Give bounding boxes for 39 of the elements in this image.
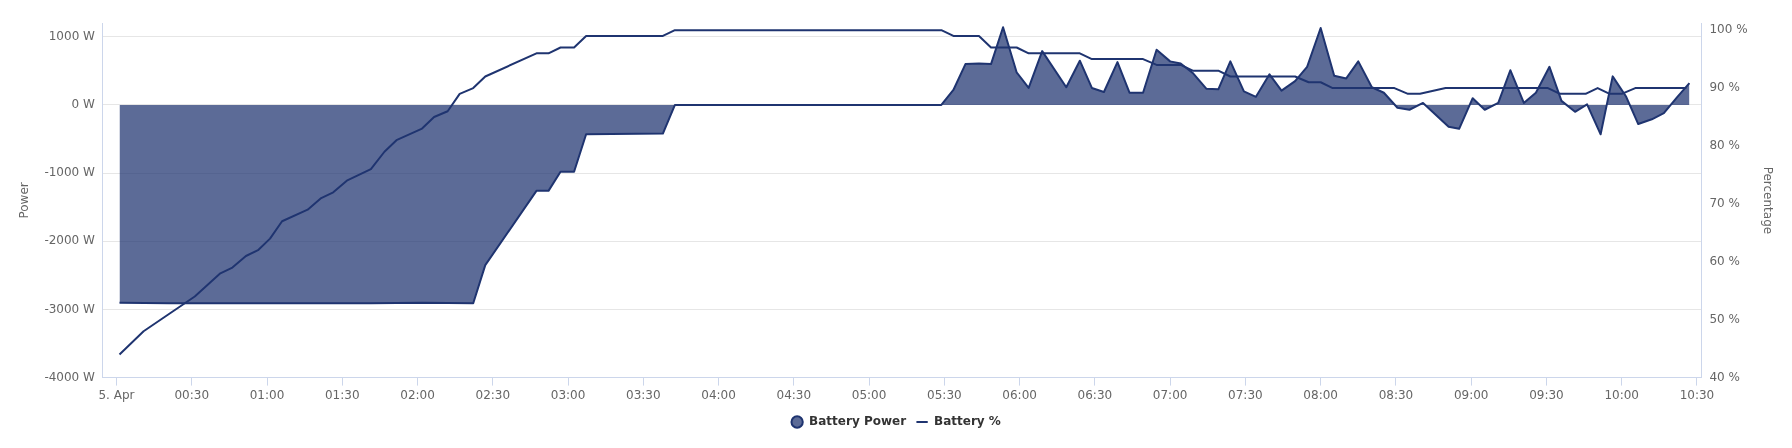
x-tick-label: 04:30 [776,387,812,402]
x-tick-label: 05:30 [927,387,962,402]
y2-tick-label: 90 % [1709,80,1740,95]
y-tick-label: -4000 W [44,369,96,384]
x-tick-label: 03:30 [626,387,661,402]
y2-tick-label: 70 % [1709,196,1740,210]
x-tick-label: 05:00 [851,387,887,402]
x-tick-label: 01:30 [324,387,360,402]
x-tick-label: 5. Apr [98,387,135,402]
y-tick-label: 0 W [71,97,96,112]
x-tick-label: 10:30 [1679,387,1715,402]
x-tick-label: 00:30 [174,387,210,402]
x-tick-label: 02:00 [400,387,435,402]
x-tick-label: 10:00 [1604,387,1639,402]
x-tick-label: 06:00 [1002,387,1037,402]
y2-tick-label: 60 % [1709,253,1740,268]
y-axis-title: Power [17,182,32,219]
y2-tick-label: 40 % [1709,369,1740,384]
y2-axis-title: Percentage [1760,166,1775,235]
legend-label: Battery % [934,414,1001,429]
x-tick-label: 09:30 [1529,387,1564,402]
y2-tick-label: 50 % [1709,311,1740,326]
x-tick-label: 04:00 [701,387,736,402]
y2-tick-label: 80 % [1709,138,1740,153]
x-tick-label: 06:30 [1077,387,1113,402]
x-tick-label: 08:00 [1303,387,1338,402]
x-tick-label: 07:30 [1228,387,1263,402]
y2-tick-label: 100 % [1709,22,1748,37]
x-tick-label: 01:00 [249,387,285,402]
x-tick-label: 03:00 [550,387,586,402]
y-tick-label: 1000 W [48,28,96,43]
x-tick-label: 09:00 [1453,387,1489,402]
x-tick-label: 02:30 [475,387,511,402]
y-tick-label: -2000 W [44,233,96,248]
x-tick-label: 08:30 [1378,387,1414,402]
x-tick-label: 07:00 [1152,387,1188,402]
legend-label: Battery Power [809,414,907,429]
y-tick-label: -3000 W [44,301,96,316]
y-tick-label: -1000 W [44,165,96,180]
